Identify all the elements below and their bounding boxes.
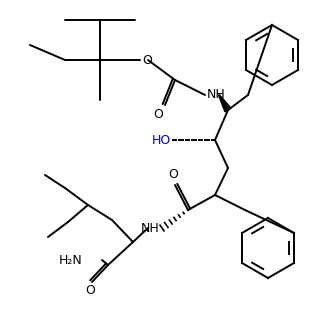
Text: O: O [168, 168, 178, 181]
Text: O: O [142, 53, 152, 67]
Text: O: O [85, 284, 95, 297]
Text: NH: NH [141, 221, 160, 235]
Text: NH: NH [207, 89, 226, 101]
Text: H₂N: H₂N [58, 254, 82, 266]
Text: O: O [153, 108, 163, 121]
Polygon shape [218, 95, 231, 112]
Text: HO: HO [152, 133, 171, 147]
